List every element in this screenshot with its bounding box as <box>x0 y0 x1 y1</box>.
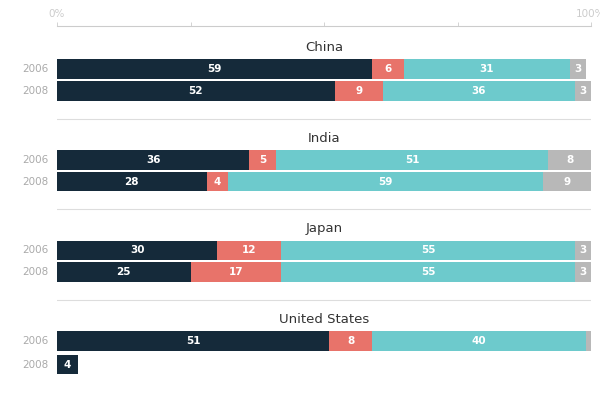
Bar <box>404 60 569 79</box>
Text: 3: 3 <box>580 245 587 255</box>
Bar <box>383 81 575 101</box>
Text: 5: 5 <box>259 155 266 165</box>
Text: 17: 17 <box>229 267 243 277</box>
Text: 4: 4 <box>64 360 71 370</box>
Bar <box>228 172 543 191</box>
Text: 8: 8 <box>566 155 573 165</box>
Bar <box>569 60 586 79</box>
Text: 2006: 2006 <box>23 64 49 74</box>
Text: 25: 25 <box>116 267 131 277</box>
Bar <box>249 150 276 170</box>
Bar <box>575 240 591 260</box>
Bar <box>57 262 191 282</box>
Bar <box>281 262 575 282</box>
Text: 2006: 2006 <box>23 336 49 346</box>
Text: 9: 9 <box>355 86 362 96</box>
Text: 51: 51 <box>186 336 200 346</box>
Text: 36: 36 <box>472 86 486 96</box>
Bar <box>276 150 548 170</box>
Text: 30: 30 <box>130 245 145 255</box>
Text: 6: 6 <box>385 64 392 74</box>
Text: 2008: 2008 <box>23 267 49 277</box>
Bar <box>217 240 281 260</box>
Text: 55: 55 <box>421 267 436 277</box>
Text: 59: 59 <box>208 64 222 74</box>
Bar <box>57 150 249 170</box>
Text: 52: 52 <box>188 86 203 96</box>
Text: Japan: Japan <box>305 222 343 235</box>
Bar <box>372 60 404 79</box>
Text: 2006: 2006 <box>23 155 49 165</box>
Text: 2008: 2008 <box>23 360 49 370</box>
Text: India: India <box>308 132 340 145</box>
Text: 51: 51 <box>405 155 419 165</box>
Bar <box>57 60 372 79</box>
Bar <box>57 331 329 351</box>
Bar <box>372 331 586 351</box>
Text: United States: United States <box>279 313 369 326</box>
Text: 31: 31 <box>479 64 494 74</box>
Text: 12: 12 <box>242 245 256 255</box>
Text: 9: 9 <box>563 176 571 186</box>
Bar <box>548 150 591 170</box>
Text: 59: 59 <box>378 176 392 186</box>
Bar <box>57 81 335 101</box>
Text: 3: 3 <box>574 64 581 74</box>
Text: 36: 36 <box>146 155 160 165</box>
Bar <box>206 172 228 191</box>
Bar <box>586 331 591 351</box>
Text: 55: 55 <box>421 245 436 255</box>
Bar <box>329 331 372 351</box>
Text: 2008: 2008 <box>23 86 49 96</box>
Bar <box>335 81 383 101</box>
Text: 2006: 2006 <box>23 245 49 255</box>
Text: 3: 3 <box>580 267 587 277</box>
Bar <box>575 81 591 101</box>
Text: 40: 40 <box>472 336 486 346</box>
Bar <box>281 240 575 260</box>
Text: 8: 8 <box>347 336 355 346</box>
Text: 3: 3 <box>580 86 587 96</box>
Bar <box>57 355 79 374</box>
Bar <box>543 172 591 191</box>
Bar <box>191 262 281 282</box>
Text: China: China <box>305 41 343 54</box>
Text: 2008: 2008 <box>23 176 49 186</box>
Bar <box>575 262 591 282</box>
Bar <box>57 240 217 260</box>
Text: 28: 28 <box>125 176 139 186</box>
Bar <box>57 172 206 191</box>
Text: 4: 4 <box>214 176 221 186</box>
